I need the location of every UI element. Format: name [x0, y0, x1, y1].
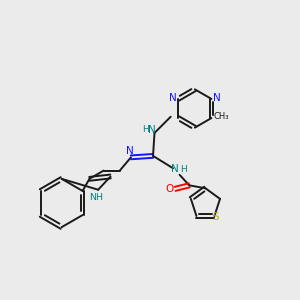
Text: N: N: [126, 146, 134, 156]
Text: H: H: [142, 125, 148, 134]
Text: O: O: [166, 184, 174, 194]
Text: CH₃: CH₃: [214, 112, 230, 121]
Text: N: N: [148, 125, 156, 135]
Text: N: N: [171, 164, 179, 174]
Text: N: N: [213, 93, 220, 103]
Text: S: S: [212, 212, 219, 222]
Text: N: N: [169, 93, 177, 103]
Text: H: H: [180, 165, 187, 174]
Text: NH: NH: [89, 194, 103, 202]
